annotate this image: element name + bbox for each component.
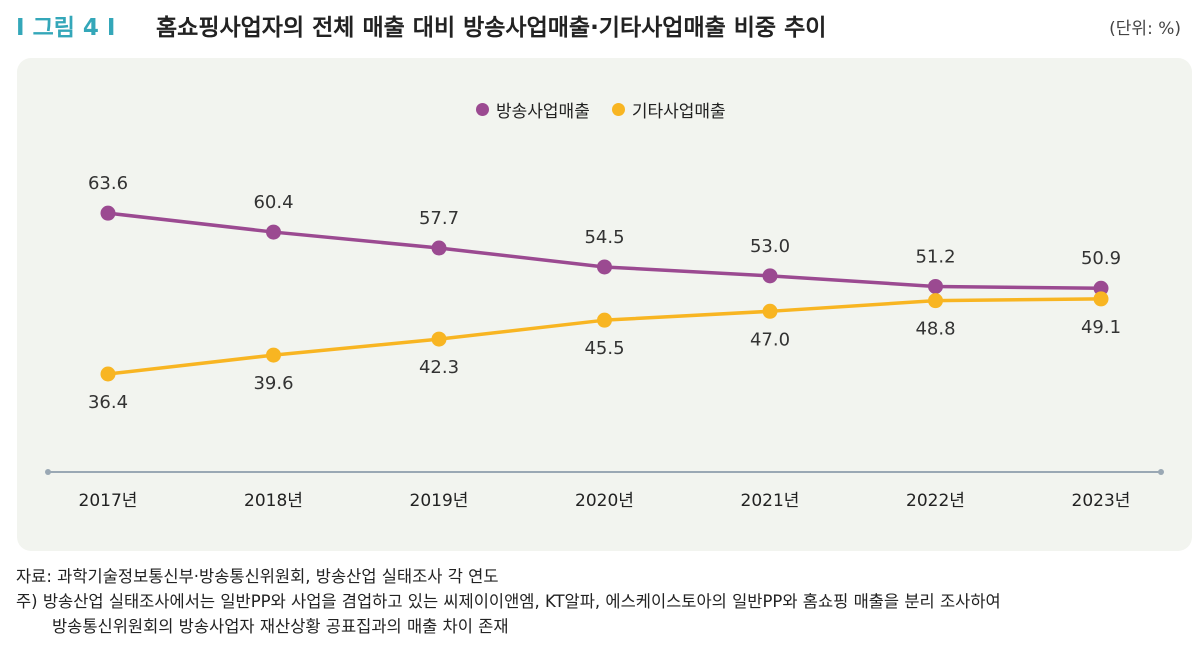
data-point bbox=[762, 303, 778, 319]
data-point bbox=[266, 224, 281, 240]
data-label: 53.0 bbox=[750, 236, 790, 257]
legend: 방송사업매출 기타사업매출 bbox=[476, 97, 726, 122]
chart-title: 홈쇼핑사업자의 전체 매출 대비 방송사업매출·기타사업매출 비중 추이 bbox=[156, 15, 827, 41]
data-point bbox=[100, 366, 116, 382]
x-tick-label: 2019년 bbox=[410, 491, 469, 511]
x-tick-label: 2018년 bbox=[244, 491, 303, 511]
data-point bbox=[597, 259, 612, 275]
figure-label: I 그림 4 I bbox=[16, 15, 116, 41]
data-point bbox=[1093, 280, 1109, 296]
data-point bbox=[1093, 291, 1109, 307]
x-tick-label: 2022년 bbox=[906, 491, 965, 511]
data-point bbox=[431, 240, 447, 256]
legend-marker-broadcast bbox=[476, 103, 489, 116]
data-label: 57.7 bbox=[419, 208, 459, 229]
x-tick-label: 2020년 bbox=[575, 491, 634, 511]
data-label: 49.1 bbox=[1081, 317, 1121, 338]
footnote-line-1: 주) 방송산업 실태조사에서는 일반PP와 사업을 겸업하고 있는 씨제이이앤엠… bbox=[16, 592, 1001, 611]
legend-item-broadcast: 방송사업매출 bbox=[476, 97, 590, 122]
x-tick-label: 2021년 bbox=[741, 491, 800, 511]
chart-panel bbox=[17, 58, 1192, 551]
line-chart: 2017년 2018년 2019년 2020년 2021년 2022년 2023년 63.6 6… bbox=[45, 173, 1164, 511]
footnote-line-2: 방송통신위원회의 방송사업자 재산상황 공표집과의 매출 차이 존재 bbox=[52, 617, 509, 636]
data-point bbox=[266, 347, 281, 363]
data-label: 50.9 bbox=[1081, 248, 1121, 269]
data-label: 45.5 bbox=[584, 338, 624, 359]
data-label: 63.6 bbox=[88, 173, 128, 194]
legend-marker-other bbox=[611, 103, 625, 116]
data-label: 42.3 bbox=[419, 357, 459, 378]
data-label: 48.8 bbox=[915, 319, 955, 340]
legend-label-other: 기타사업매출 bbox=[631, 102, 726, 122]
source-note: 자료: 과학기술정보통신부·방송통신위원회, 방송산업 실태조사 각 연도 bbox=[16, 567, 499, 586]
data-point bbox=[100, 205, 116, 221]
unit-label: (단위: %) bbox=[1109, 19, 1181, 39]
x-tick-label: 2017년 bbox=[79, 491, 138, 511]
data-point bbox=[928, 293, 943, 309]
legend-label-broadcast: 방송사업매출 bbox=[496, 102, 590, 122]
data-label: 36.4 bbox=[88, 392, 128, 413]
data-point bbox=[762, 268, 778, 284]
data-label: 60.4 bbox=[253, 192, 293, 213]
notes: 자료: 과학기술정보통신부·방송통신위원회, 방송산업 실태조사 각 연도 주)… bbox=[16, 564, 1001, 639]
data-point bbox=[597, 312, 612, 328]
x-axis-end-cap bbox=[1158, 469, 1164, 475]
figure-header: I 그림 4 I 홈쇼핑사업자의 전체 매출 대비 방송사업매출·기타사업매출 … bbox=[16, 8, 1183, 42]
data-point bbox=[928, 278, 943, 294]
x-axis-start-cap bbox=[45, 469, 51, 475]
x-tick-label: 2023년 bbox=[1072, 491, 1131, 511]
data-point bbox=[431, 331, 447, 347]
data-label: 54.5 bbox=[584, 227, 624, 248]
data-label: 39.6 bbox=[253, 373, 293, 394]
data-label: 51.2 bbox=[915, 246, 955, 267]
data-label: 47.0 bbox=[750, 329, 790, 350]
legend-item-other: 기타사업매출 bbox=[611, 97, 726, 122]
